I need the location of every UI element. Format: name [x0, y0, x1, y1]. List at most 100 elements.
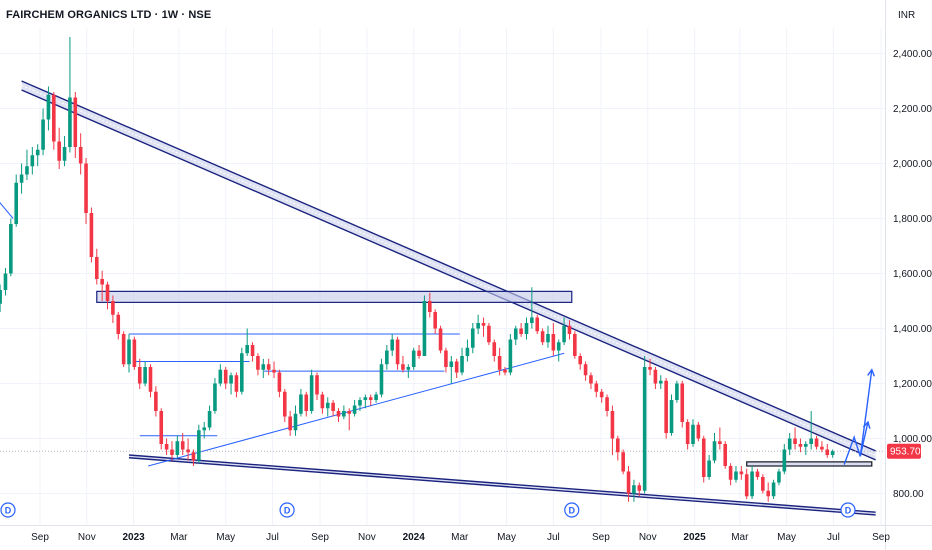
- candle[interactable]: [363, 394, 368, 409]
- candle[interactable]: [132, 336, 137, 370]
- candle[interactable]: [73, 92, 78, 158]
- candle[interactable]: [277, 369, 282, 398]
- candle[interactable]: [610, 405, 615, 456]
- projection-path-alt[interactable]: [859, 421, 869, 457]
- candle[interactable]: [653, 367, 658, 389]
- candle[interactable]: [186, 438, 190, 461]
- time-tick-label[interactable]: Mar: [451, 532, 469, 543]
- candle[interactable]: [449, 356, 454, 384]
- candle[interactable]: [444, 347, 448, 373]
- candle[interactable]: [250, 342, 255, 362]
- time-tick-label[interactable]: Jul: [266, 532, 279, 543]
- candle[interactable]: [696, 422, 701, 442]
- candle[interactable]: [234, 372, 239, 398]
- candle[interactable]: [9, 218, 13, 277]
- candle[interactable]: [718, 427, 722, 450]
- lower-trendline-bottom[interactable]: [128, 457, 876, 516]
- candle[interactable]: [207, 405, 212, 431]
- candle[interactable]: [744, 468, 749, 499]
- time-tick-label[interactable]: Nov: [358, 532, 376, 543]
- candle[interactable]: [599, 389, 604, 403]
- candle[interactable]: [266, 358, 271, 376]
- candle[interactable]: [256, 353, 260, 376]
- candle[interactable]: [213, 378, 217, 414]
- candle[interactable]: [503, 367, 507, 376]
- candle[interactable]: [535, 314, 540, 334]
- price-tick-label[interactable]: 1,600.00: [893, 269, 932, 280]
- upper-trendline-top[interactable]: [21, 80, 876, 452]
- candle[interactable]: [605, 394, 609, 417]
- candle[interactable]: [170, 441, 174, 461]
- candle[interactable]: [804, 441, 808, 455]
- candle[interactable]: [304, 391, 309, 417]
- candle[interactable]: [476, 314, 480, 334]
- time-tick-label[interactable]: 2024: [403, 532, 426, 543]
- candle[interactable]: [390, 334, 395, 356]
- time-tick-label[interactable]: Nov: [78, 532, 96, 543]
- candle[interactable]: [648, 358, 652, 376]
- candle[interactable]: [820, 441, 824, 453]
- left-trend-segment[interactable]: [0, 202, 14, 219]
- price-tick-label[interactable]: 2,000.00: [893, 159, 932, 170]
- candle[interactable]: [14, 174, 19, 227]
- candle[interactable]: [240, 347, 244, 395]
- candle[interactable]: [422, 295, 427, 357]
- candle[interactable]: [562, 317, 566, 346]
- candle[interactable]: [787, 433, 792, 455]
- candle[interactable]: [825, 444, 830, 458]
- candle[interactable]: [728, 463, 733, 486]
- candle[interactable]: [589, 372, 593, 390]
- candle[interactable]: [701, 435, 706, 483]
- candle[interactable]: [513, 325, 518, 345]
- trend-drawings[interactable]: [0, 80, 885, 516]
- time-tick-label[interactable]: Nov: [639, 532, 657, 543]
- candle[interactable]: [642, 356, 647, 494]
- candle[interactable]: [358, 397, 362, 411]
- candle[interactable]: [159, 408, 164, 450]
- time-tick-label[interactable]: Mar: [170, 532, 188, 543]
- candle[interactable]: [347, 408, 352, 431]
- currency-label[interactable]: INR: [898, 10, 916, 21]
- candle[interactable]: [52, 92, 56, 150]
- candle[interactable]: [288, 411, 292, 436]
- candle[interactable]: [551, 323, 556, 356]
- time-tick-label[interactable]: Sep: [592, 532, 610, 543]
- time-tick-label[interactable]: Jul: [827, 532, 840, 543]
- candle[interactable]: [245, 328, 249, 357]
- candle[interactable]: [723, 441, 728, 469]
- candle[interactable]: [481, 317, 486, 337]
- candle[interactable]: [755, 468, 760, 480]
- candle[interactable]: [460, 347, 464, 376]
- candle[interactable]: [556, 339, 561, 362]
- candle[interactable]: [519, 323, 523, 337]
- candle[interactable]: [105, 281, 110, 310]
- candle[interactable]: [100, 270, 104, 301]
- candle[interactable]: [417, 345, 421, 359]
- candle[interactable]: [320, 391, 325, 414]
- time-tick-label[interactable]: Mar: [731, 532, 749, 543]
- candle[interactable]: [272, 361, 276, 379]
- projection-drawings[interactable]: [843, 368, 875, 465]
- candle[interactable]: [497, 347, 502, 376]
- candle[interactable]: [191, 449, 196, 467]
- candle[interactable]: [379, 358, 384, 398]
- dividend-marker[interactable]: D: [279, 502, 295, 518]
- candle[interactable]: [175, 435, 180, 458]
- candle[interactable]: [433, 309, 437, 334]
- candle[interactable]: [197, 424, 201, 464]
- support-zone-box[interactable]: [746, 461, 873, 467]
- candle[interactable]: [218, 364, 223, 387]
- candle[interactable]: [632, 479, 636, 502]
- candle[interactable]: [637, 482, 642, 497]
- candle[interactable]: [470, 323, 475, 354]
- candle[interactable]: [154, 386, 158, 417]
- candle[interactable]: [385, 345, 389, 370]
- candle[interactable]: [401, 356, 405, 373]
- candle[interactable]: [685, 419, 690, 450]
- time-tick-label[interactable]: Sep: [872, 532, 890, 543]
- candle[interactable]: [583, 361, 588, 381]
- candle[interactable]: [487, 323, 491, 345]
- candle[interactable]: [309, 369, 314, 414]
